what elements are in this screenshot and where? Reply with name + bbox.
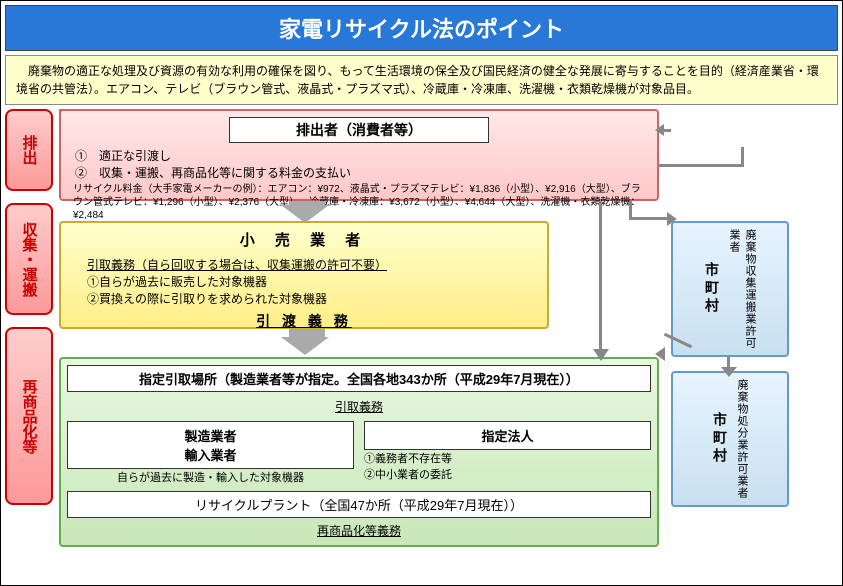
shosyu-gimu: 引取義務（自ら回収する場合は、収集運搬の許可不要） bbox=[67, 256, 541, 273]
diagram-area: 排出者（消費者等） ① 適正な引渡し ② 収集・運搬、再商品化等に関する料金の支… bbox=[59, 109, 838, 505]
hikitori-gimu: 引取義務 bbox=[67, 398, 651, 415]
rc-arrow-head bbox=[721, 367, 737, 377]
thin-arrow-h2a bbox=[629, 217, 669, 220]
maker-sub: 自らが過去に製造・輸入した対象機器 bbox=[67, 469, 354, 485]
rc2-side: 廃棄物処分業許可業者 bbox=[734, 379, 750, 499]
shosyu-sub2: ②買換えの際に引取りを求められた対象機器 bbox=[67, 290, 541, 307]
shitei-hojin-box: 指定法人 bbox=[364, 421, 651, 450]
maker-box: 製造業者 輸入業者 bbox=[67, 421, 354, 469]
stage-saisho: 再商品化等 bbox=[5, 327, 53, 505]
thin-arrow-h1 bbox=[593, 349, 609, 361]
stage-shushu: 収集・運搬 bbox=[5, 203, 53, 315]
shosyu-box: 小 売 業 者 引取義務（自ら回収する場合は、収集運搬の許可不要） ①自らが過去… bbox=[59, 221, 549, 329]
reuse-arrow-3 bbox=[659, 164, 744, 167]
plant-title: リサイクルプラント（全国47か所（平成29年7月現在）） bbox=[67, 491, 651, 518]
arrow-2 bbox=[281, 337, 329, 355]
haishutsu-title: 排出者（消費者等） bbox=[229, 117, 489, 143]
saisho-box: 指定引取場所（製造業者等が指定。全国各地343か所（平成29年7月現在）） 引取… bbox=[59, 357, 659, 547]
hojin-sub2: ②中小業者の委託 bbox=[364, 466, 651, 482]
stage-labels: 排出 収集・運搬 再商品化等 bbox=[5, 109, 53, 505]
haishutsu-line2: ② 収集・運搬、再商品化等に関する料金の支払い bbox=[67, 164, 651, 181]
rc1-side: 廃棄物収集運搬業許可業者 bbox=[726, 229, 758, 349]
price-text: リサイクル料金（大手家電メーカーの例）：エアコン：¥972、液晶式・プラズマテレ… bbox=[67, 181, 651, 224]
right-column: 市町村 廃棄物収集運搬業許可業者 市町村 廃棄物処分業許可業者 bbox=[671, 221, 789, 507]
stage-haishutsu: 排出 bbox=[5, 109, 53, 191]
shitei-place: 指定引取場所（製造業者等が指定。全国各地343か所（平成29年7月現在）） bbox=[67, 365, 651, 392]
haishutsu-box: 排出者（消費者等） ① 適正な引渡し ② 収集・運搬、再商品化等に関する料金の支… bbox=[59, 109, 659, 201]
diagram-main: 排出 収集・運搬 再商品化等 排出者（消費者等） ① 適正な引渡し ② 収集・運… bbox=[5, 109, 838, 505]
thin-arrow-v1 bbox=[599, 201, 602, 351]
shitei-hojin: 指定法人 bbox=[369, 426, 646, 445]
right-box-1: 市町村 廃棄物収集運搬業許可業者 bbox=[671, 221, 789, 357]
haishutsu-line1: ① 適正な引渡し bbox=[67, 147, 651, 164]
diag-arrow-head bbox=[655, 347, 665, 361]
recomm-gimu: 再商品化等義務 bbox=[67, 522, 651, 539]
rc1-main: 市町村 bbox=[702, 262, 722, 316]
page-title: 家電リサイクル法のポイント bbox=[5, 5, 838, 51]
rc2-main: 市町村 bbox=[710, 412, 730, 466]
hikiwatashi: 引 渡 義 務 bbox=[67, 311, 541, 331]
shosyu-sub1: ①自らが過去に販売した対象機器 bbox=[67, 273, 541, 290]
reuse-head-1 bbox=[655, 124, 664, 136]
maker-row: 製造業者 輸入業者 自らが過去に製造・輸入した対象機器 指定法人 ①義務者不存在… bbox=[67, 421, 651, 485]
hojin-sub1: ①義務者不存在等 bbox=[364, 450, 651, 466]
maker-title: 製造業者 輸入業者 bbox=[72, 426, 349, 464]
right-box-2: 市町村 廃棄物処分業許可業者 bbox=[671, 371, 789, 507]
intro-text: 廃棄物の適正な処理及び資源の有効な利用の確保を図り、もって生活環境の保全及び国民… bbox=[5, 55, 838, 105]
thin-arrow-head2 bbox=[667, 212, 677, 226]
shosyu-title: 小 売 業 者 bbox=[67, 229, 541, 250]
